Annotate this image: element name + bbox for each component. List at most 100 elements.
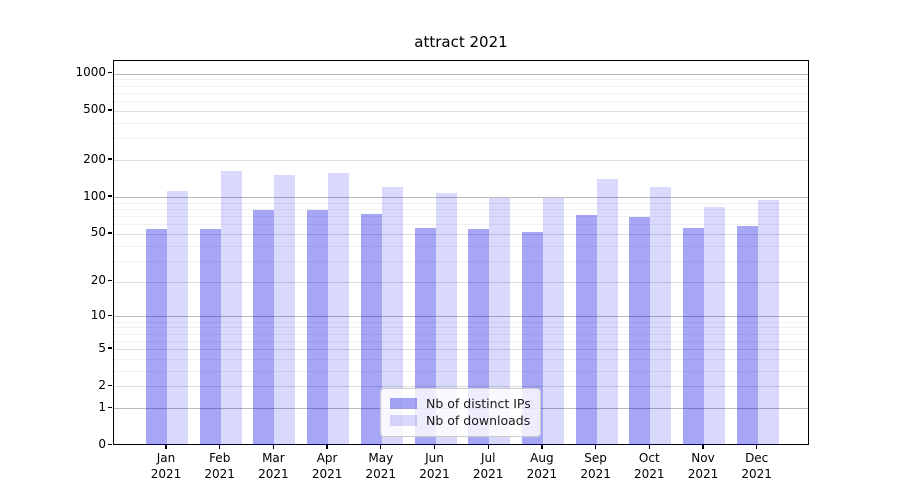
legend-label-downloads: Nb of downloads (426, 413, 531, 428)
x-tick-label-jun: Jun 2021 (419, 451, 450, 481)
x-tick-label-jan: Jan 2021 (150, 451, 182, 481)
bar-downloads-may (381, 187, 403, 446)
x-tick-mark (272, 445, 275, 449)
gridline-minor (114, 321, 808, 323)
x-tick-mark (326, 445, 328, 449)
x-tick-label-oct: Oct 2021 (634, 451, 665, 481)
bar-downloads-jun (435, 193, 457, 446)
bar-downloads-aug (542, 198, 564, 446)
gridline-minor (114, 101, 808, 103)
x-tick-mark (541, 445, 543, 449)
x-tick-label-aug: Aug 2021 (526, 451, 558, 481)
x-tick-label-mar: Mar 2021 (258, 451, 289, 481)
gridline-50 (114, 233, 808, 235)
y-tick-mark (108, 232, 112, 234)
gridline-2 (114, 386, 808, 388)
bar-downloads-dec (757, 199, 779, 446)
gridline-minor (114, 216, 808, 218)
gridline-10 (114, 316, 808, 318)
y-tick-mark (108, 443, 112, 446)
x-tick-mark (648, 445, 650, 449)
bar-downloads-jan (167, 191, 188, 446)
gridline-minor (114, 333, 808, 335)
x-tick-mark (702, 445, 704, 449)
y-tick-label: 500 (83, 102, 106, 117)
x-tick-mark (380, 445, 382, 449)
x-tick-label-jul: Jul 2021 (472, 451, 504, 481)
gridline-minor (114, 79, 808, 81)
bar-downloads-mar (274, 175, 296, 446)
y-tick-label: 50 (90, 225, 106, 240)
bar-downloads-jul (489, 198, 511, 446)
x-tick-mark (756, 445, 758, 449)
gridline-minor (114, 245, 808, 247)
gridline-minor (114, 85, 808, 87)
y-tick-label: 2 (98, 377, 106, 392)
legend-swatch-distinct-ips (390, 398, 417, 409)
bar-distinct-ips-sep (575, 214, 597, 446)
gridline-minor (114, 92, 808, 94)
y-tick-mark (108, 280, 112, 282)
bar-distinct-ips-oct (629, 216, 651, 446)
x-tick-label-apr: Apr 2021 (311, 451, 343, 481)
gridline-200 (114, 160, 808, 162)
gridline-minor (114, 260, 808, 262)
gridline-minor (114, 138, 808, 140)
y-tick-mark (108, 384, 112, 387)
bar-distinct-ips-dec (736, 226, 758, 446)
y-tick-label: 200 (83, 151, 106, 166)
gridline-minor (114, 340, 808, 342)
x-tick-label-nov: Nov 2021 (687, 451, 719, 481)
bar-distinct-ips-may (360, 213, 382, 446)
bar-distinct-ips-nov (683, 227, 704, 446)
y-tick-label: 20 (90, 273, 106, 288)
gridline-minor (114, 327, 808, 329)
gridline-100 (114, 197, 808, 199)
y-tick-label: 1 (98, 399, 106, 414)
gridline-minor (114, 122, 808, 124)
legend-swatch-downloads (390, 415, 417, 426)
y-tick-mark (108, 406, 112, 408)
x-tick-label-dec: Dec 2021 (741, 451, 772, 481)
gridline-5 (114, 349, 808, 351)
y-tick-mark (108, 72, 112, 74)
gridline-500 (114, 110, 808, 112)
y-tick-label: 100 (83, 188, 106, 203)
y-tick-mark (108, 314, 112, 317)
bar-distinct-ips-feb (199, 228, 221, 446)
legend: Nb of distinct IPs Nb of downloads (380, 388, 541, 437)
x-tick-mark (487, 445, 489, 449)
y-tick-label: 1000 (75, 65, 106, 80)
x-tick-label-feb: Feb 2021 (204, 451, 235, 481)
legend-label-distinct-ips: Nb of distinct IPs (426, 396, 531, 411)
y-tick-label: 10 (90, 307, 106, 322)
x-tick-mark (433, 445, 436, 449)
chart-title: attract 2021 (414, 33, 508, 51)
gridline-minor (114, 202, 808, 204)
x-tick-label-may: May 2021 (365, 451, 397, 481)
bar-distinct-ips-mar (253, 209, 275, 446)
plot-area (113, 60, 809, 446)
bar-distinct-ips-jan (146, 228, 167, 446)
x-tick-mark (594, 445, 597, 449)
bar-downloads-nov (704, 207, 725, 446)
gridline-20 (114, 281, 808, 283)
y-tick-mark (108, 195, 112, 197)
y-tick-mark (108, 347, 112, 349)
y-tick-mark (108, 158, 112, 160)
x-tick-mark (165, 445, 167, 449)
y-tick-label: 5 (98, 340, 106, 355)
legend-entry-distinct-ips: Nb of distinct IPs (390, 396, 531, 411)
bar-downloads-feb (220, 170, 242, 446)
gridline-minor (114, 358, 808, 360)
gridline-minor (114, 224, 808, 226)
bar-distinct-ips-apr (307, 209, 329, 446)
bar-downloads-sep (596, 179, 618, 446)
gridline-1000 (114, 73, 808, 75)
gridline-minor (114, 370, 808, 372)
y-tick-mark (108, 109, 112, 111)
gridline-minor (114, 209, 808, 210)
bar-downloads-oct (650, 186, 672, 446)
y-tick-label: 0 (98, 437, 106, 451)
